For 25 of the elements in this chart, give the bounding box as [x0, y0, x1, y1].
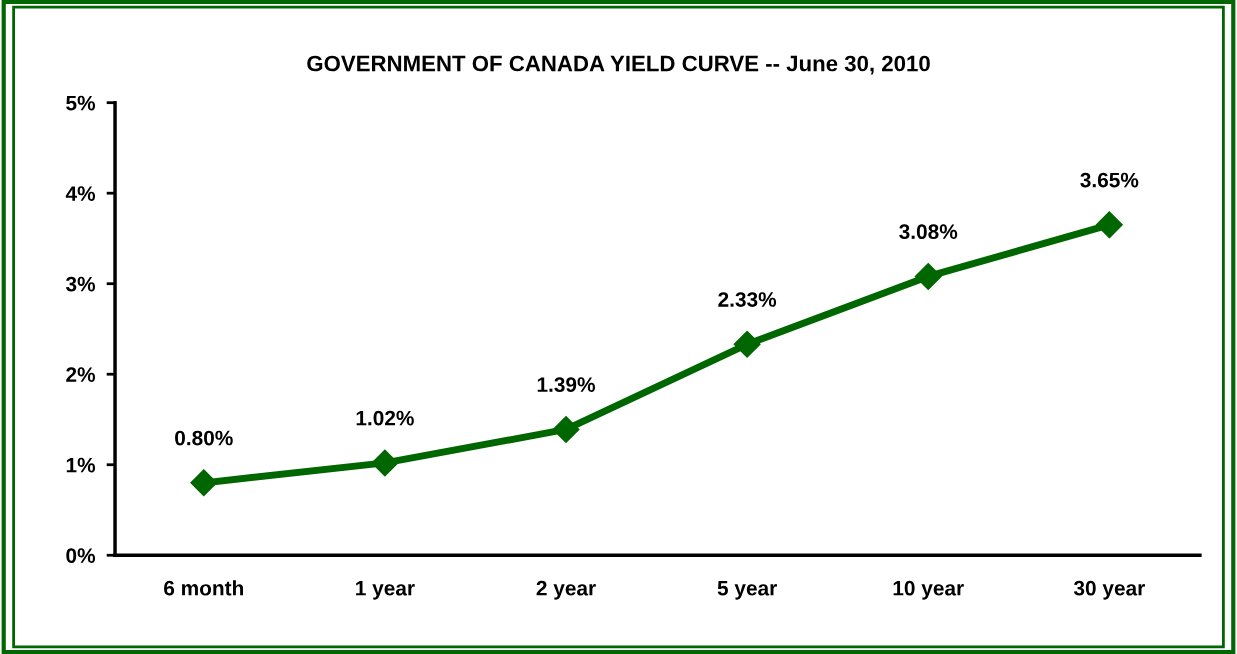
point: [733, 330, 761, 358]
data-label: 1.02%: [356, 410, 414, 426]
x-tick-label: 6 month: [164, 580, 243, 596]
data-label: 3.65%: [1080, 172, 1139, 188]
data-label: 3.08%: [899, 224, 958, 240]
data-label: 2.33%: [718, 292, 777, 307]
x-tick-label: 2 year: [536, 580, 596, 600]
point: [1095, 211, 1123, 239]
y-tick-label: 1%: [66, 457, 96, 473]
y-tick-label: 5%: [66, 95, 96, 111]
point: [371, 449, 399, 477]
y-tick-label: 2%: [66, 367, 96, 382]
data-label: 0.80%: [175, 430, 233, 446]
y-tick-label: 0%: [66, 548, 96, 563]
chart-title: GOVERNMENT OF CANADA YIELD CURVE -- June 30, 2010: [307, 55, 930, 75]
data-label: 1.39%: [537, 377, 595, 393]
point: [190, 469, 218, 497]
point: [914, 263, 942, 290]
x-tick-label: 5 year: [717, 581, 777, 600]
x-tick-label: 10 year: [893, 580, 964, 600]
y-tick-label: 4%: [65, 186, 96, 201]
point: [552, 415, 580, 443]
x-tick-label: 30 year: [1073, 580, 1145, 600]
y-tick-label: 3%: [65, 276, 96, 292]
x-tick-label: 1 year: [356, 581, 415, 600]
